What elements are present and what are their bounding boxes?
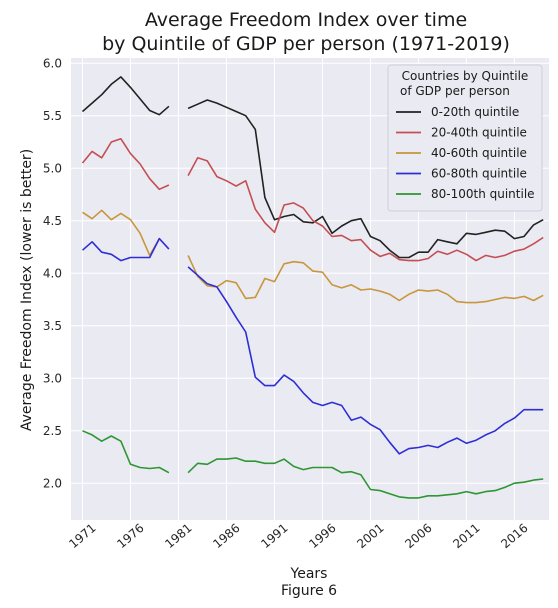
legend-label-0: 0-20th quintile — [431, 105, 519, 119]
y-tick-label: 4.5 — [43, 214, 62, 228]
y-tick-label: 5.0 — [43, 161, 62, 175]
x-tick-labels: 1971 1976 1981 1986 1991 1996 2001 2006 2011 2016 — [66, 521, 530, 551]
x-tick-label: 1971 — [66, 521, 98, 551]
y-tick-label: 6.0 — [43, 56, 62, 70]
x-tick-label: 1981 — [162, 521, 194, 551]
x-axis-label: Years — [290, 566, 328, 582]
legend-label-1: 20-40th quintile — [431, 126, 527, 140]
x-tick-label: 2001 — [354, 521, 386, 551]
y-tick-label: 5.5 — [43, 109, 62, 123]
y-tick-label: 2.0 — [43, 476, 62, 490]
x-tick-label: 1996 — [306, 521, 338, 551]
legend: Countries by Quintile of GDP per person … — [387, 64, 543, 212]
legend-label-2: 40-60th quintile — [431, 146, 527, 160]
x-tick-label: 1976 — [114, 521, 146, 551]
x-tick-label: 2016 — [498, 521, 530, 551]
y-tick-labels: 2.0 2.5 3.0 3.5 4.0 4.5 5.0 5.5 6.0 — [43, 56, 62, 490]
figure-caption: Figure 6 — [281, 583, 337, 599]
series-line-1 — [81, 138, 544, 262]
legend-items: 0-20th quintile 20-40th quintile 40-60th q… — [396, 105, 535, 201]
legend-label-4: 80-100th quintile — [431, 187, 535, 201]
y-tick-label: 3.5 — [43, 319, 62, 333]
series-line-0 — [81, 76, 544, 259]
y-tick-label: 2.5 — [43, 424, 62, 438]
y-axis-label: Average Freedom Index (lower is better) — [19, 149, 35, 431]
legend-box — [387, 64, 543, 212]
x-tick-label: 2011 — [450, 521, 482, 551]
grid-lines — [71, 58, 549, 520]
legend-title-line2: of GDP per person — [400, 84, 510, 98]
legend-title-line1: Countries by Quintile — [402, 69, 529, 83]
series-line-2 — [82, 209, 544, 304]
chart-title-line2: by Quintile of GDP per person (1971-2019… — [102, 33, 510, 55]
series-line-3 — [81, 237, 544, 455]
x-tick-label: 2006 — [402, 521, 434, 551]
x-tick-label: 1991 — [258, 521, 290, 551]
series-layer — [81, 76, 544, 499]
x-tick-label: 1986 — [210, 521, 242, 551]
chart-title-line1: Average Freedom Index over time — [145, 9, 467, 31]
legend-label-3: 60-80th quintile — [431, 167, 527, 181]
series-line-4 — [82, 430, 544, 499]
y-tick-label: 3.0 — [43, 371, 62, 385]
y-tick-label: 4.0 — [43, 266, 62, 280]
